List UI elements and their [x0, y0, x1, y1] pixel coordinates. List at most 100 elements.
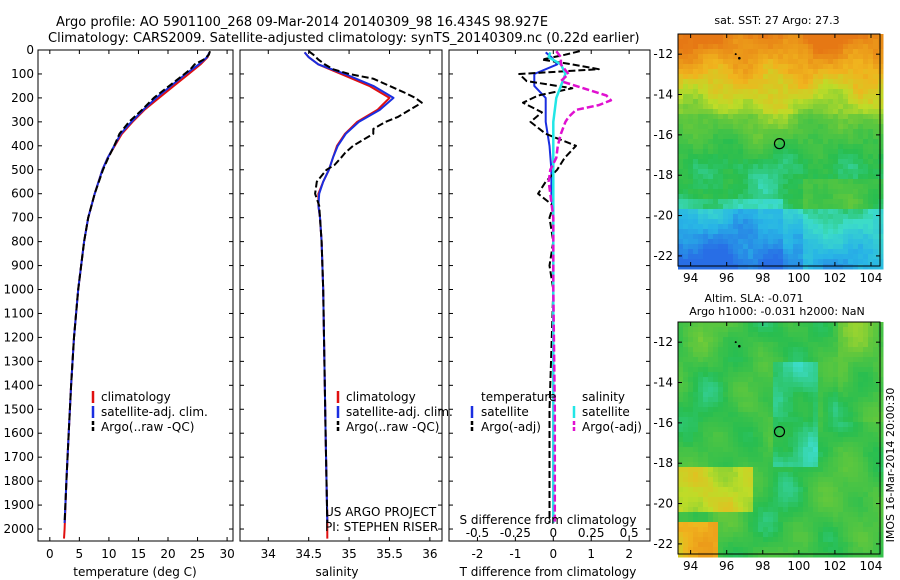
map-cell	[698, 507, 704, 513]
map-cell	[798, 249, 804, 255]
map-cell	[798, 517, 804, 523]
map-cell	[873, 417, 879, 423]
map-cell	[878, 397, 884, 403]
map-cell	[718, 497, 724, 503]
map-cell	[763, 412, 769, 418]
map-cell	[753, 44, 759, 50]
map-cell	[703, 174, 709, 180]
map-cell	[768, 64, 774, 70]
map-cell	[708, 372, 714, 378]
map-cell	[803, 264, 809, 270]
map-cell	[698, 512, 704, 518]
y-tick-label: 1600	[3, 426, 34, 440]
map-cell	[723, 407, 729, 413]
map-cell	[783, 347, 789, 353]
map-cell	[733, 512, 739, 518]
map-cell	[798, 417, 804, 423]
map-cell	[863, 79, 869, 85]
map-cell	[698, 149, 704, 155]
map-cell	[698, 39, 704, 45]
map-cell	[713, 472, 719, 478]
map-cell	[698, 89, 704, 95]
map-cell	[768, 44, 774, 50]
map-cell	[848, 532, 854, 538]
map-cell	[788, 234, 794, 240]
map-cell	[693, 234, 699, 240]
map-cell	[798, 437, 804, 443]
map-cell	[733, 462, 739, 468]
map-cell	[798, 174, 804, 180]
map-cell	[803, 332, 809, 338]
map-cell	[718, 69, 724, 75]
map-cell	[823, 259, 829, 265]
map-cell	[838, 337, 844, 343]
difference-xlabel: T difference from climatology	[459, 565, 637, 579]
map-cell	[863, 467, 869, 473]
map-cell	[833, 84, 839, 90]
map-cell	[858, 492, 864, 498]
map-cell	[678, 427, 684, 433]
map-cell	[718, 64, 724, 70]
map-cell	[828, 357, 834, 363]
map-cell	[768, 259, 774, 265]
map-cell	[818, 462, 824, 468]
map-cell	[798, 119, 804, 125]
map-cell	[743, 249, 749, 255]
map-cell	[863, 74, 869, 80]
map-cell	[743, 184, 749, 190]
map-cell	[678, 412, 684, 418]
map-cell	[758, 49, 764, 55]
map-cell	[808, 79, 814, 85]
map-cell	[758, 234, 764, 240]
map-cell	[773, 84, 779, 90]
map-cell	[873, 522, 879, 528]
map-cell	[683, 64, 689, 70]
map-cell	[878, 377, 884, 383]
map-cell	[818, 94, 824, 100]
map-cell	[763, 239, 769, 245]
map-cell	[833, 44, 839, 50]
map-cell	[763, 174, 769, 180]
map-cell	[858, 64, 864, 70]
map-cell	[713, 154, 719, 160]
map-cell	[753, 367, 759, 373]
map-cell	[713, 104, 719, 110]
map-cell	[813, 34, 819, 40]
map-cell	[748, 372, 754, 378]
map-cell	[823, 342, 829, 348]
map-cell	[713, 482, 719, 488]
map-cell	[708, 437, 714, 443]
map-cell	[768, 54, 774, 60]
map-cell	[713, 214, 719, 220]
map-cell	[738, 189, 744, 195]
map-cell	[678, 362, 684, 368]
map-cell	[788, 542, 794, 548]
map-cell	[833, 527, 839, 533]
map-cell	[798, 144, 804, 150]
map-cell	[828, 532, 834, 538]
map-cell	[878, 337, 884, 343]
map-cell	[728, 517, 734, 523]
map-cell	[688, 119, 694, 125]
map-cell	[843, 507, 849, 513]
map-cell	[823, 74, 829, 80]
map-cell	[868, 537, 874, 543]
map-cell	[833, 64, 839, 70]
legend-label-t-argo: Argo(-adj)	[481, 420, 541, 434]
map-cell	[713, 412, 719, 418]
map-cell	[793, 402, 799, 408]
map-cell	[788, 482, 794, 488]
map-cell	[858, 382, 864, 388]
map-cell	[858, 342, 864, 348]
map-cell	[793, 199, 799, 205]
map-cell	[758, 74, 764, 80]
map-cell	[728, 372, 734, 378]
map-cell	[708, 169, 714, 175]
map-cell	[813, 377, 819, 383]
map-cell	[743, 259, 749, 265]
map-cell	[838, 552, 844, 558]
map-cell	[798, 159, 804, 165]
map-cell	[833, 174, 839, 180]
map-cell	[793, 164, 799, 170]
map-cell	[858, 179, 864, 185]
